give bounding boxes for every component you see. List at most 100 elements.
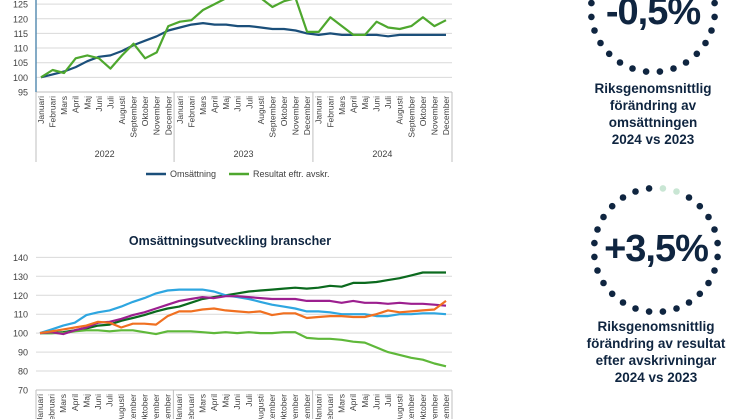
ring-dot xyxy=(702,39,709,47)
ring-dot xyxy=(588,13,595,21)
y-tick-label: 90 xyxy=(18,348,28,358)
x-tick-label: April xyxy=(348,96,358,113)
ring-dot xyxy=(685,194,693,201)
ring-dot xyxy=(645,308,653,315)
x-tick-label: Maj xyxy=(82,96,92,110)
x-tick-label: Mars xyxy=(197,394,207,413)
series-line-1 xyxy=(40,22,446,79)
dotted-ring-icon xyxy=(588,0,718,75)
chart-title: Omsättningsutveckling branscher xyxy=(129,234,331,248)
x-tick-label: November xyxy=(429,394,439,419)
ring-dot xyxy=(642,68,650,75)
ring-dot xyxy=(619,299,627,306)
x-tick-label: Maj xyxy=(221,96,231,110)
y-tick-label: 100 xyxy=(13,329,28,339)
ring-dot xyxy=(632,188,639,195)
caption-line: efter avskrivningar xyxy=(595,353,717,368)
x-tick-label: Mars xyxy=(59,96,69,115)
x-tick-label: Juli xyxy=(105,394,115,407)
ring-dot xyxy=(632,305,639,312)
y-tick-label: 70 xyxy=(18,386,28,396)
year-label: 2023 xyxy=(233,149,253,159)
ring-dot xyxy=(629,65,636,72)
caption-line: omsättningen xyxy=(608,115,698,130)
x-tick-label: Januari xyxy=(174,394,184,419)
ring-dot xyxy=(591,239,598,247)
x-tick-label: Juli xyxy=(383,96,393,109)
x-tick-label: Mars xyxy=(337,394,347,413)
x-tick-label: November xyxy=(290,394,300,419)
x-tick-label: Mars xyxy=(58,394,68,413)
x-tick-label: Maj xyxy=(81,394,91,408)
ring-dot xyxy=(591,27,598,34)
year-label: 2022 xyxy=(95,149,115,159)
y-tick-label: 110 xyxy=(14,310,28,320)
legend-label: Resultat eftr. avskr. xyxy=(253,169,330,179)
x-tick-label: Juni xyxy=(372,96,382,112)
x-tick-label: Maj xyxy=(221,394,231,408)
x-tick-label: Juni xyxy=(233,96,243,112)
x-tick-label: Oktober xyxy=(418,96,428,126)
legend-label: Omsättning xyxy=(170,169,216,179)
x-tick-label: Januari xyxy=(313,394,323,419)
stat-caption: Riksgenomsnittlig förändring av resultat… xyxy=(556,318,746,386)
ring-dot xyxy=(656,68,664,75)
ring-dot xyxy=(685,299,693,306)
x-tick-label: Juli xyxy=(244,394,254,407)
caption-line: Riksgenomsnittlig xyxy=(594,81,712,96)
x-tick-label: April xyxy=(348,394,358,411)
y-tick-label: 105 xyxy=(13,58,28,68)
x-tick-label: Februari xyxy=(325,96,335,128)
x-tick-label: September xyxy=(267,394,277,419)
y-tick-label: 80 xyxy=(18,367,28,377)
ring-dot xyxy=(645,185,653,192)
x-tick-label: December xyxy=(441,96,451,135)
x-tick-label: Juni xyxy=(93,394,103,410)
ring-dot xyxy=(711,0,718,7)
stat-value: +3,5% xyxy=(604,228,709,270)
ring-dot xyxy=(696,290,704,298)
stat-caption: Riksgenomsnittlig förändring av omsättni… xyxy=(553,80,746,148)
ring-dot xyxy=(696,202,704,210)
ring-dot xyxy=(588,0,595,7)
x-tick-label: Februari xyxy=(325,394,335,419)
series-line-2 xyxy=(40,329,447,368)
x-tick-label: Juli xyxy=(105,96,115,109)
year-label: 2024 xyxy=(372,149,392,159)
x-tick-label: Januari xyxy=(35,394,45,419)
x-tick-label: September xyxy=(129,96,139,138)
ring-dot xyxy=(673,188,680,195)
ring-dot xyxy=(714,253,721,261)
x-tick-label: Februari xyxy=(47,394,57,419)
x-tick-label: Maj xyxy=(360,394,370,408)
ring-dot xyxy=(594,267,601,274)
ring-dot xyxy=(714,239,721,247)
ring-dot xyxy=(659,308,667,315)
ring-dot xyxy=(608,202,616,210)
caption-line: förändring av xyxy=(609,98,697,113)
y-tick-label: 120 xyxy=(13,291,28,301)
x-tick-label: December xyxy=(302,96,312,135)
x-tick-label: December xyxy=(163,96,173,135)
x-tick-label: November xyxy=(151,394,161,419)
x-tick-label: Januari xyxy=(314,96,324,124)
x-tick-label: Februari xyxy=(48,96,58,128)
ring-dot xyxy=(600,213,607,221)
ring-dot xyxy=(616,59,624,66)
x-tick-label: Juni xyxy=(94,96,104,112)
x-tick-label: September xyxy=(406,394,416,419)
x-tick-label: November xyxy=(152,96,162,135)
caption-line: förändring av resultat xyxy=(586,336,726,351)
x-tick-label: Augusti xyxy=(395,394,405,419)
y-tick-label: 130 xyxy=(13,272,28,282)
x-tick-label: December xyxy=(441,394,451,419)
x-tick-label: September xyxy=(128,394,138,419)
caption-line: 2024 vs 2023 xyxy=(611,132,695,147)
x-tick-label: Oktober xyxy=(279,394,289,419)
ring-dot xyxy=(591,253,598,261)
series-line-5 xyxy=(39,300,447,335)
ring-dot xyxy=(682,59,690,66)
x-tick-label: Augusti xyxy=(117,96,127,124)
x-tick-label: September xyxy=(406,96,416,138)
